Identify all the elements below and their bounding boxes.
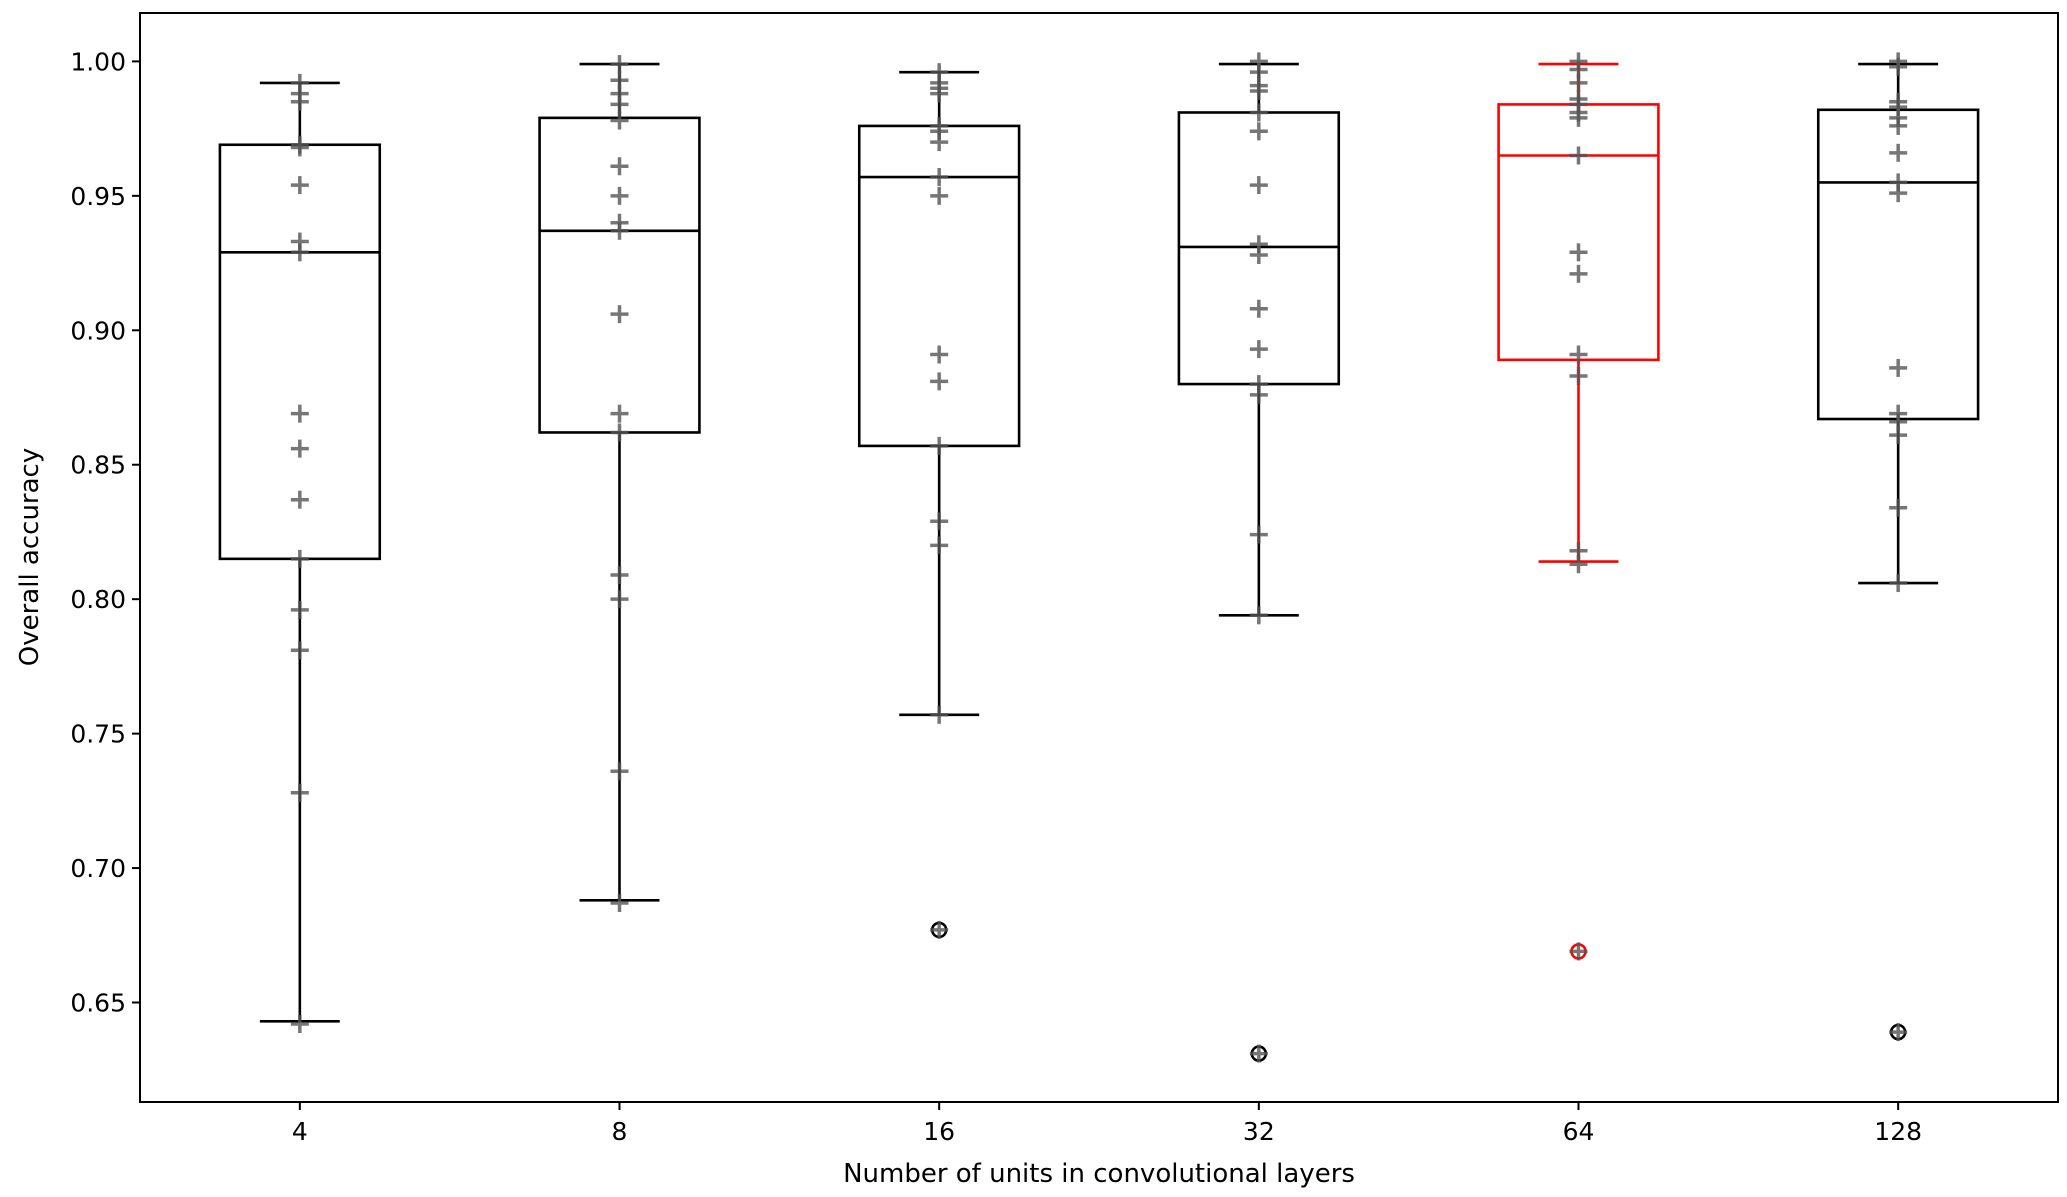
data-point	[930, 512, 949, 531]
data-point	[930, 920, 949, 939]
data-point	[610, 894, 629, 913]
data-point	[930, 168, 949, 187]
data-point	[1249, 299, 1268, 318]
y-tick-label: 0.70	[70, 854, 126, 883]
data-point	[290, 783, 309, 802]
data-point	[290, 92, 309, 111]
y-tick-label: 0.65	[70, 989, 126, 1018]
data-point	[610, 95, 629, 114]
data-point	[290, 176, 309, 195]
data-point	[1249, 176, 1268, 195]
data-point	[930, 133, 949, 152]
y-tick-label: 0.75	[70, 720, 126, 749]
data-point	[610, 565, 629, 584]
data-point	[930, 186, 949, 205]
x-tick-label: 128	[1874, 1117, 1922, 1146]
data-point	[1569, 555, 1588, 574]
data-point	[1249, 122, 1268, 141]
data-point	[1889, 143, 1908, 162]
y-tick-label: 1.00	[70, 47, 126, 76]
x-tick-label: 64	[1563, 1117, 1595, 1146]
data-point	[1569, 243, 1588, 262]
y-tick-label: 0.90	[70, 316, 126, 345]
data-point	[610, 590, 629, 609]
data-point	[610, 305, 629, 324]
y-axis-label: Overall accuracy	[15, 448, 45, 667]
data-point	[610, 404, 629, 423]
x-axis: 4 8 16 32 64 128	[292, 1102, 1922, 1146]
data-point	[1569, 942, 1588, 961]
data-point	[1249, 340, 1268, 359]
box-64	[1497, 52, 1660, 961]
data-point	[610, 221, 629, 240]
y-tick-label: 0.85	[70, 451, 126, 480]
data-point	[610, 762, 629, 781]
plot-frame	[139, 12, 2059, 1103]
box-16	[857, 63, 1021, 939]
box-128	[1816, 52, 1980, 1042]
x-tick-label: 16	[923, 1117, 955, 1146]
data-point	[610, 111, 629, 130]
box-32	[1177, 52, 1341, 1063]
data-point	[1889, 57, 1908, 76]
data-point	[610, 157, 629, 176]
data-point	[1889, 358, 1908, 377]
data-point	[1249, 81, 1268, 100]
data-point	[930, 345, 949, 364]
data-point	[1249, 606, 1268, 625]
data-point	[1569, 73, 1588, 92]
data-point	[1569, 345, 1588, 364]
data-point	[1569, 108, 1588, 127]
box-4	[218, 73, 382, 1034]
x-tick-label: 4	[292, 1117, 308, 1146]
data-point	[290, 1015, 309, 1034]
data-point	[930, 436, 949, 455]
x-tick-label: 32	[1243, 1117, 1275, 1146]
data-point	[1889, 184, 1908, 203]
data-point	[1569, 367, 1588, 385]
box-iqr	[1497, 103, 1660, 362]
data-point	[930, 705, 949, 724]
data-point	[1249, 525, 1268, 544]
box-8	[538, 55, 701, 913]
data-point	[290, 138, 309, 157]
data-point	[930, 84, 949, 103]
data-point	[1249, 103, 1268, 122]
data-point	[610, 186, 629, 205]
y-axis: 0.65 0.70 0.75 0.80 0.85 0.90 0.95 1.00	[70, 47, 140, 1018]
data-point	[1889, 574, 1908, 593]
data-point	[290, 549, 309, 568]
x-axis-label: Number of units in convolutional layers	[843, 1159, 1355, 1189]
data-point	[290, 490, 309, 509]
data-point	[1249, 1044, 1268, 1063]
data-point	[610, 55, 629, 74]
data-point	[1889, 1023, 1908, 1042]
data-point	[1249, 385, 1268, 404]
x-tick-label: 8	[612, 1117, 628, 1146]
data-point	[290, 641, 309, 660]
data-point	[290, 439, 309, 458]
data-point	[930, 372, 949, 391]
data-point	[1249, 246, 1268, 264]
y-tick-label: 0.80	[70, 585, 126, 614]
data-point	[1889, 426, 1908, 445]
data-point	[610, 423, 629, 442]
data-point	[1569, 264, 1588, 283]
data-point	[290, 404, 309, 423]
y-tick-label: 0.95	[70, 182, 126, 211]
data-point	[1889, 498, 1908, 517]
data-point	[290, 600, 309, 619]
data-point	[1889, 116, 1908, 135]
data-point	[930, 536, 949, 555]
data-point	[290, 243, 309, 262]
data-point	[1569, 146, 1588, 165]
plot-marks	[218, 52, 1980, 1063]
